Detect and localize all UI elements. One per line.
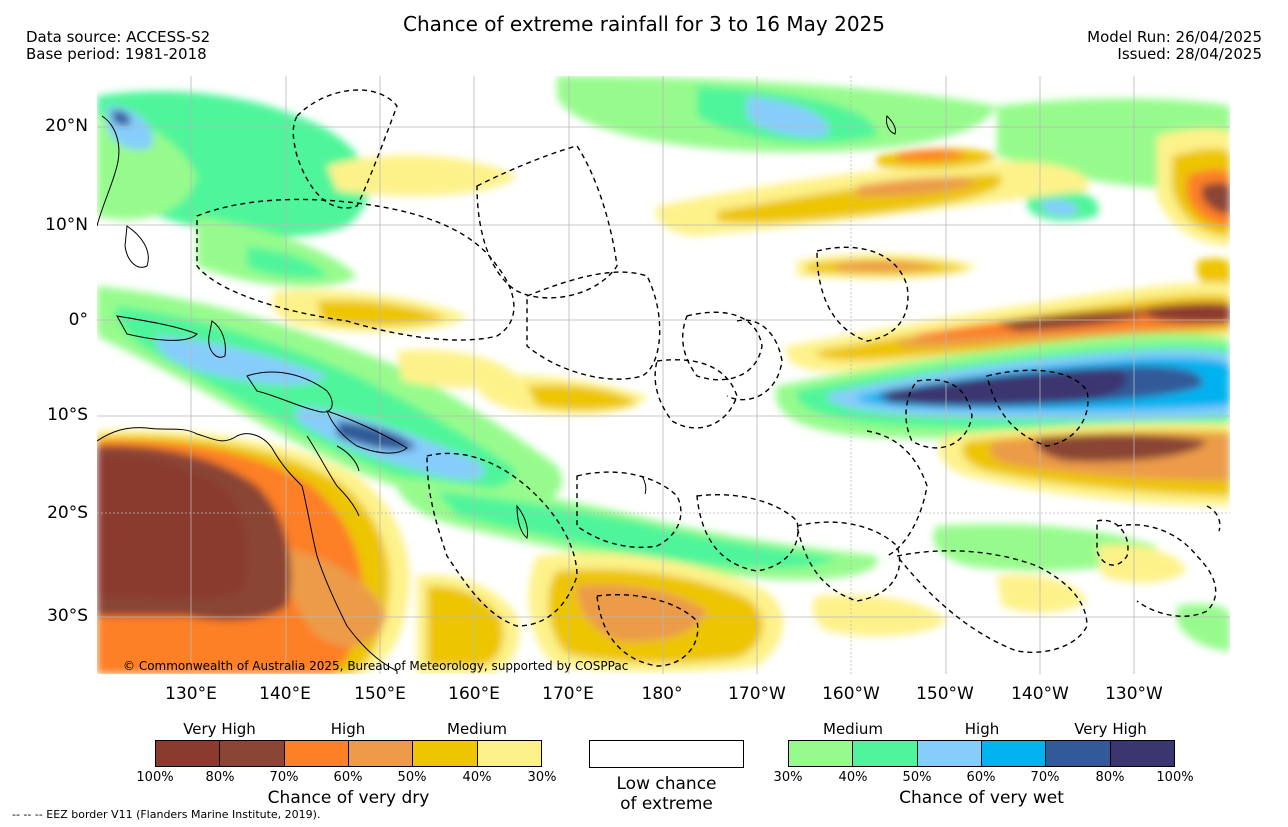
dry-tick-80: 80% (205, 770, 235, 785)
dry-swatch-5 (413, 741, 478, 766)
lat-label-10s: 10°S (47, 405, 88, 425)
data-source: Data source: ACCESS-S2 (26, 28, 211, 46)
lat-label-0: 0° (68, 310, 88, 330)
dry-caption: Chance of very dry (267, 788, 430, 808)
dry-category-very-high: Very High (183, 720, 256, 738)
map-title: Chance of extreme rainfall for 3 to 16 M… (403, 12, 885, 36)
wet-colorbar (788, 740, 1175, 767)
wet-swatch-4 (981, 741, 1047, 766)
issued-date: Issued: 28/04/2025 (1117, 45, 1262, 63)
wet-swatch-5 (1046, 741, 1111, 766)
dry-tick-40: 40% (462, 770, 492, 785)
dry-swatch-3 (284, 741, 349, 766)
low-chance-label-line2: of extreme (620, 794, 713, 814)
dry-tick-30: 30% (527, 770, 557, 785)
wet-swatch-6 (1110, 741, 1174, 766)
wet-swatch-1 (789, 741, 854, 766)
dry-tick-50: 50% (397, 770, 427, 785)
lon-label-170w: 170°W (728, 684, 786, 704)
dry-tick-60: 60% (333, 770, 363, 785)
dry-tick-70: 70% (269, 770, 299, 785)
lon-label-180: 180° (641, 684, 683, 704)
dry-category-medium: Medium (447, 720, 507, 738)
low-chance-swatch (589, 740, 744, 768)
wet-swatch-3 (917, 741, 982, 766)
copyright-text: © Commonwealth of Australia 2025, Bureau… (123, 659, 628, 673)
wet-category-high: High (964, 720, 1000, 738)
dry-tick-100: 100% (136, 770, 174, 785)
wet-tick-80: 80% (1095, 770, 1125, 785)
dry-swatch-6 (477, 741, 541, 766)
model-run: Model Run: 26/04/2025 (1087, 28, 1262, 46)
lat-label-20n: 20°N (45, 116, 88, 136)
dry-colorbar (155, 740, 542, 767)
wet-caption: Chance of very wet (899, 788, 1064, 808)
dry-category-high: High (330, 720, 366, 738)
base-period: Base period: 1981-2018 (26, 45, 207, 63)
rainfall-map: © Commonwealth of Australia 2025, Bureau… (97, 76, 1230, 674)
wet-category-very-high: Very High (1074, 720, 1147, 738)
lon-label-170e: 170°E (542, 684, 594, 704)
eez-footnote: -- -- -- EEZ border V11 (Flanders Marine… (12, 808, 321, 821)
eez-borders (196, 89, 1221, 667)
wet-tick-60: 60% (966, 770, 996, 785)
wet-tick-40: 40% (838, 770, 868, 785)
wet-swatch-2 (853, 741, 918, 766)
wet-category-medium: Medium (823, 720, 883, 738)
wet-tick-30: 30% (773, 770, 803, 785)
low-chance-label-line1: Low chance (616, 774, 717, 794)
coastlines (97, 115, 896, 674)
lon-label-140e: 140°E (259, 684, 311, 704)
lon-label-160w: 160°W (822, 684, 880, 704)
wet-tick-100: 100% (1156, 770, 1194, 785)
lon-label-140w: 140°W (1011, 684, 1069, 704)
lat-label-10n: 10°N (45, 215, 88, 235)
lon-label-130w: 130°W (1105, 684, 1163, 704)
dry-swatch-4 (348, 741, 414, 766)
map-gridlines (97, 76, 1230, 674)
wet-tick-70: 70% (1030, 770, 1060, 785)
dry-swatch-2 (220, 741, 285, 766)
lon-label-150w: 150°W (916, 684, 974, 704)
wet-tick-50: 50% (902, 770, 932, 785)
dry-swatch-1 (156, 741, 221, 766)
lon-label-160e: 160°E (448, 684, 500, 704)
lat-label-30s: 30°S (47, 606, 88, 626)
lon-label-130e: 130°E (165, 684, 217, 704)
lat-label-20s: 20°S (47, 503, 88, 523)
lon-label-150e: 150°E (354, 684, 406, 704)
